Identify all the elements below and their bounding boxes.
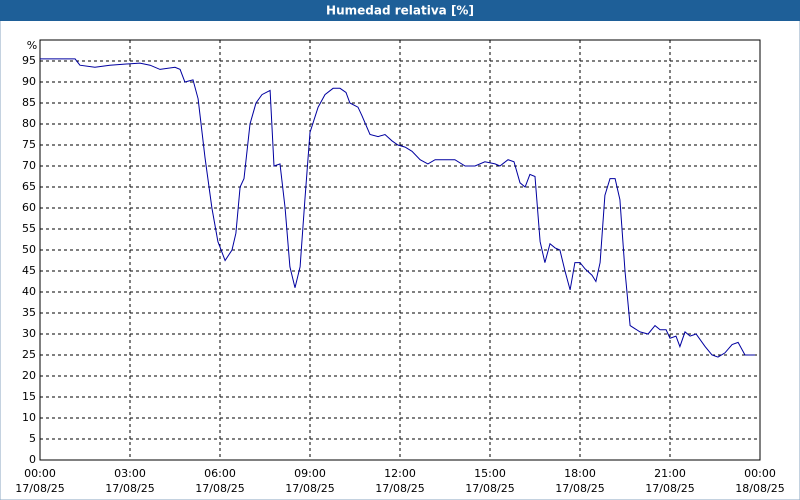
y-tick-label: 90 bbox=[22, 75, 36, 88]
chart-title: Humedad relativa [%] bbox=[326, 4, 474, 18]
x-tick-label: 03:00 17/08/25 bbox=[105, 467, 154, 495]
y-tick-label: 30 bbox=[22, 327, 36, 340]
y-axis-label: % bbox=[27, 39, 37, 52]
y-tick-label: 0 bbox=[29, 453, 36, 466]
y-tick-label: 60 bbox=[22, 201, 36, 214]
x-tick-label: 12:00 17/08/25 bbox=[375, 467, 424, 495]
y-tick-label: 35 bbox=[22, 306, 36, 319]
x-tick-label: 21:00 17/08/25 bbox=[645, 467, 694, 495]
x-tick-label: 15:00 17/08/25 bbox=[465, 467, 514, 495]
y-tick-label: 20 bbox=[22, 369, 36, 382]
y-tick-label: 45 bbox=[22, 264, 36, 277]
data-line bbox=[40, 58, 755, 358]
y-tick-label: 80 bbox=[22, 117, 36, 130]
y-tick-label: 55 bbox=[22, 222, 36, 235]
title-bar bbox=[0, 0, 800, 21]
x-tick-label: 00:00 17/08/25 bbox=[15, 467, 64, 495]
y-tick-label: 50 bbox=[22, 243, 36, 256]
y-tick-label: 40 bbox=[22, 285, 36, 298]
y-tick-label: 70 bbox=[22, 159, 36, 172]
y-tick-label: 5 bbox=[29, 432, 36, 445]
y-tick-label: 95 bbox=[22, 54, 36, 67]
y-tick-label: 75 bbox=[22, 138, 36, 151]
x-tick-label: 18:00 17/08/25 bbox=[555, 467, 604, 495]
x-tick-label: 09:00 17/08/25 bbox=[285, 467, 334, 495]
y-tick-label: 25 bbox=[22, 348, 36, 361]
x-tick-label: 00:00 18/08/25 bbox=[735, 467, 784, 495]
y-tick-label: 10 bbox=[22, 411, 36, 424]
y-tick-label: 65 bbox=[22, 180, 36, 193]
y-tick-label: 85 bbox=[22, 96, 36, 109]
y-tick-label: 15 bbox=[22, 390, 36, 403]
x-tick-label: 06:00 17/08/25 bbox=[195, 467, 244, 495]
